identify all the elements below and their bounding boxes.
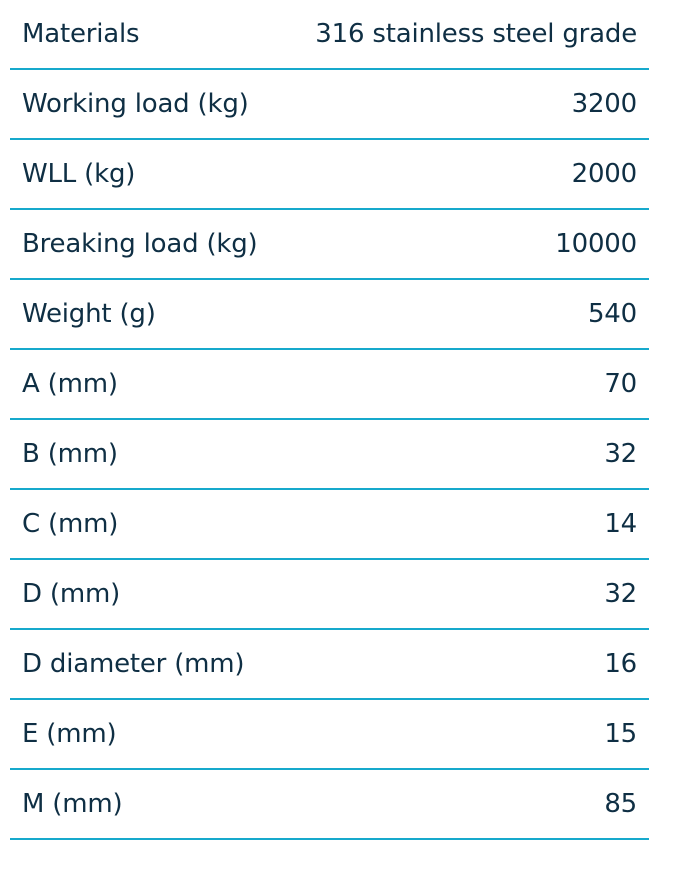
spec-value: 32 <box>283 419 649 490</box>
spec-value: 316 stainless steel grade <box>283 0 649 70</box>
table-row: M (mm) 85 <box>10 769 649 840</box>
spec-label: Materials <box>10 0 284 70</box>
spec-label: D (mm) <box>10 559 284 630</box>
spec-value: 14 <box>283 489 649 560</box>
spec-value: 16 <box>283 629 649 700</box>
spec-label: Breaking load (kg) <box>10 209 284 280</box>
specifications-table: Materials 316 stainless steel grade Workin… <box>10 0 649 840</box>
spec-value: 540 <box>283 279 649 350</box>
spec-value: 2000 <box>283 139 649 210</box>
table-row: D diameter (mm) 16 <box>10 629 649 700</box>
spec-label: D diameter (mm) <box>10 629 284 700</box>
spec-value: 70 <box>283 349 649 420</box>
spec-label: B (mm) <box>10 419 284 490</box>
spec-label: Working load (kg) <box>10 69 284 140</box>
table-row: D (mm) 32 <box>10 559 649 630</box>
table-row: E (mm) 15 <box>10 699 649 770</box>
table-row: Materials 316 stainless steel grade <box>10 0 649 70</box>
spec-value: 32 <box>283 559 649 630</box>
spec-label: C (mm) <box>10 489 284 560</box>
spec-label: M (mm) <box>10 769 284 840</box>
spec-value: 10000 <box>283 209 649 280</box>
spec-value: 3200 <box>283 69 649 140</box>
table-row: Breaking load (kg) 10000 <box>10 209 649 280</box>
spec-value: 85 <box>283 769 649 840</box>
table-row: WLL (kg) 2000 <box>10 139 649 210</box>
spec-value: 15 <box>283 699 649 770</box>
table-row: B (mm) 32 <box>10 419 649 490</box>
spec-label: E (mm) <box>10 699 284 770</box>
table-row: C (mm) 14 <box>10 489 649 560</box>
table-row: Weight (g) 540 <box>10 279 649 350</box>
spec-label: Weight (g) <box>10 279 284 350</box>
table-row: Working load (kg) 3200 <box>10 69 649 140</box>
table-row: A (mm) 70 <box>10 349 649 420</box>
spec-label: A (mm) <box>10 349 284 420</box>
spec-label: WLL (kg) <box>10 139 284 210</box>
